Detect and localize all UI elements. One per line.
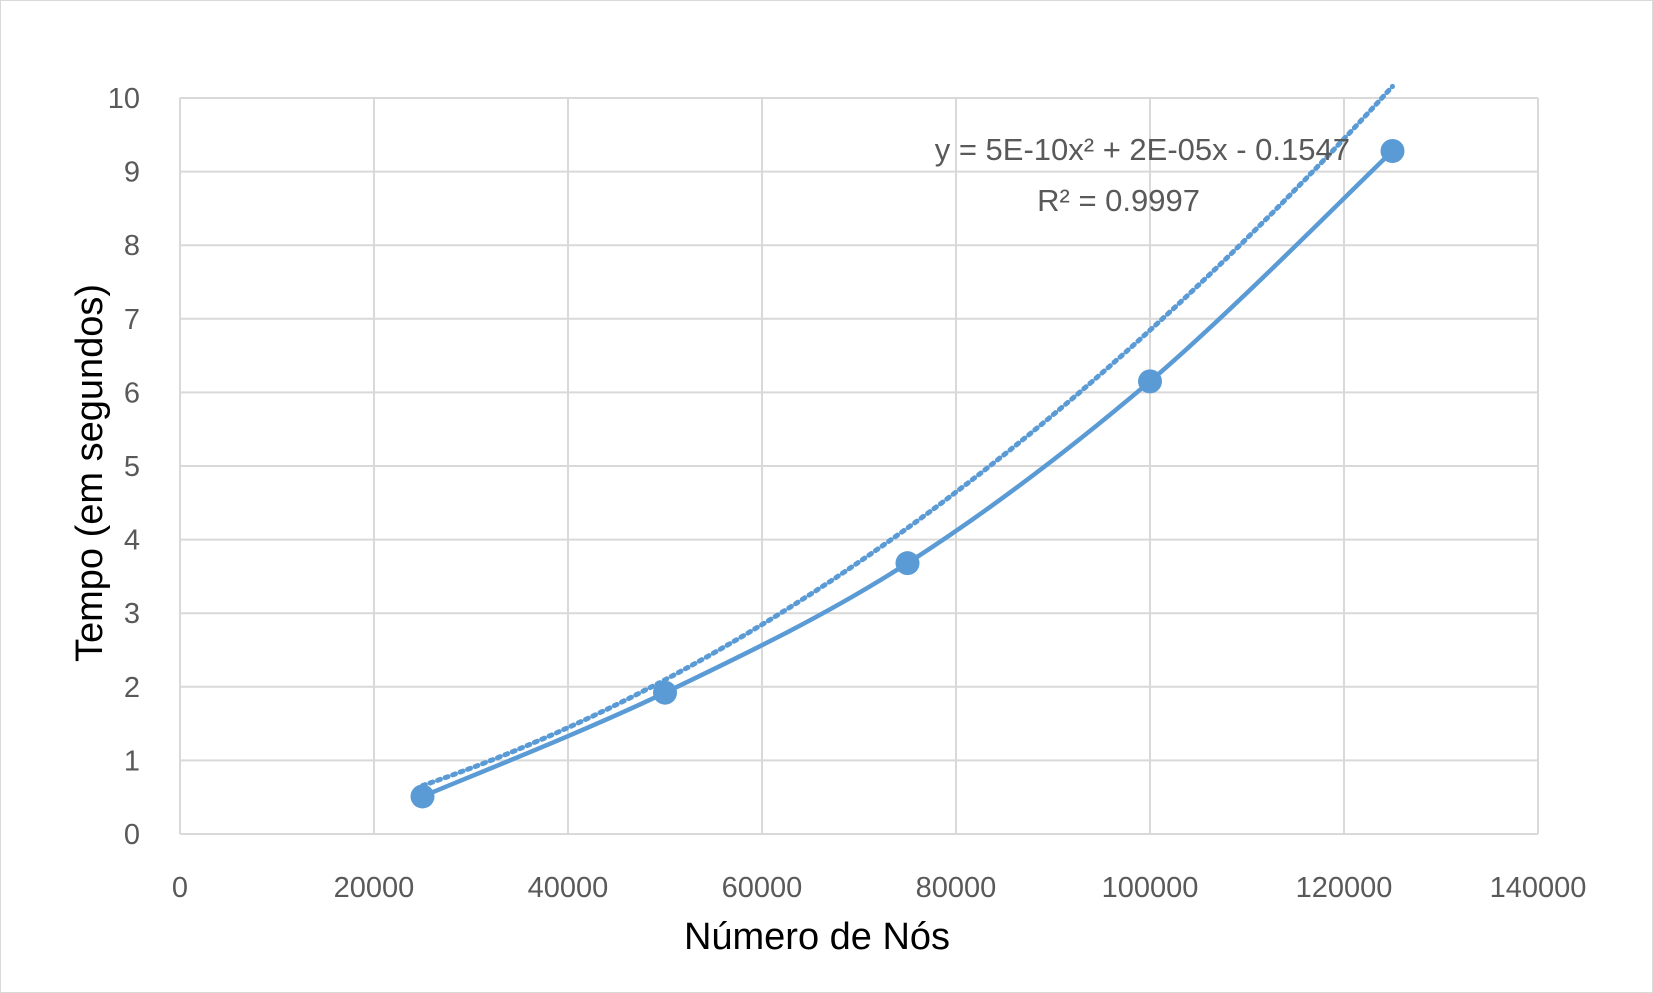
y-tick-label: 10 [108, 83, 140, 115]
y-tick-label: 7 [124, 304, 140, 336]
y-tick-label: 9 [124, 157, 140, 189]
y-axis-title: Tempo (em segundos) [69, 284, 111, 662]
plot-series [410, 83, 1405, 809]
trendline-r2: R² = 0.9997 [1037, 183, 1200, 218]
y-tick-label: 3 [124, 598, 140, 630]
data-point [895, 551, 920, 576]
data-point [1138, 369, 1162, 394]
y-tick-label: 1 [124, 745, 140, 777]
y-tick-labels: 0 1 2 3 4 5 6 7 8 9 10 [108, 83, 140, 851]
data-point [653, 680, 677, 705]
y-tick-label: 2 [124, 672, 140, 704]
x-tick-label: 120000 [1296, 872, 1393, 904]
x-tick-label: 40000 [528, 872, 609, 904]
data-point [1380, 138, 1405, 163]
x-tick-labels: 0 20000 40000 60000 80000 100000 120000 140000 [172, 872, 1586, 904]
x-tick-label: 80000 [916, 872, 997, 904]
y-tick-label: 5 [124, 451, 140, 483]
trendline [420, 83, 1395, 789]
y-tick-label: 8 [124, 230, 140, 262]
x-tick-label: 0 [172, 872, 188, 904]
x-tick-label: 20000 [334, 872, 415, 904]
y-tick-label: 4 [124, 525, 140, 557]
x-tick-label: 60000 [722, 872, 803, 904]
y-tick-label: 6 [124, 377, 140, 409]
y-tick-label: 0 [124, 819, 140, 851]
gridlines [179, 97, 1539, 835]
data-point [410, 784, 435, 809]
x-axis-title: Número de Nós [684, 916, 950, 958]
trendline-equation: y = 5E-10x² + 2E-05x - 0.1547 [935, 132, 1350, 167]
x-tick-label: 140000 [1490, 872, 1587, 904]
x-tick-label: 100000 [1102, 872, 1199, 904]
